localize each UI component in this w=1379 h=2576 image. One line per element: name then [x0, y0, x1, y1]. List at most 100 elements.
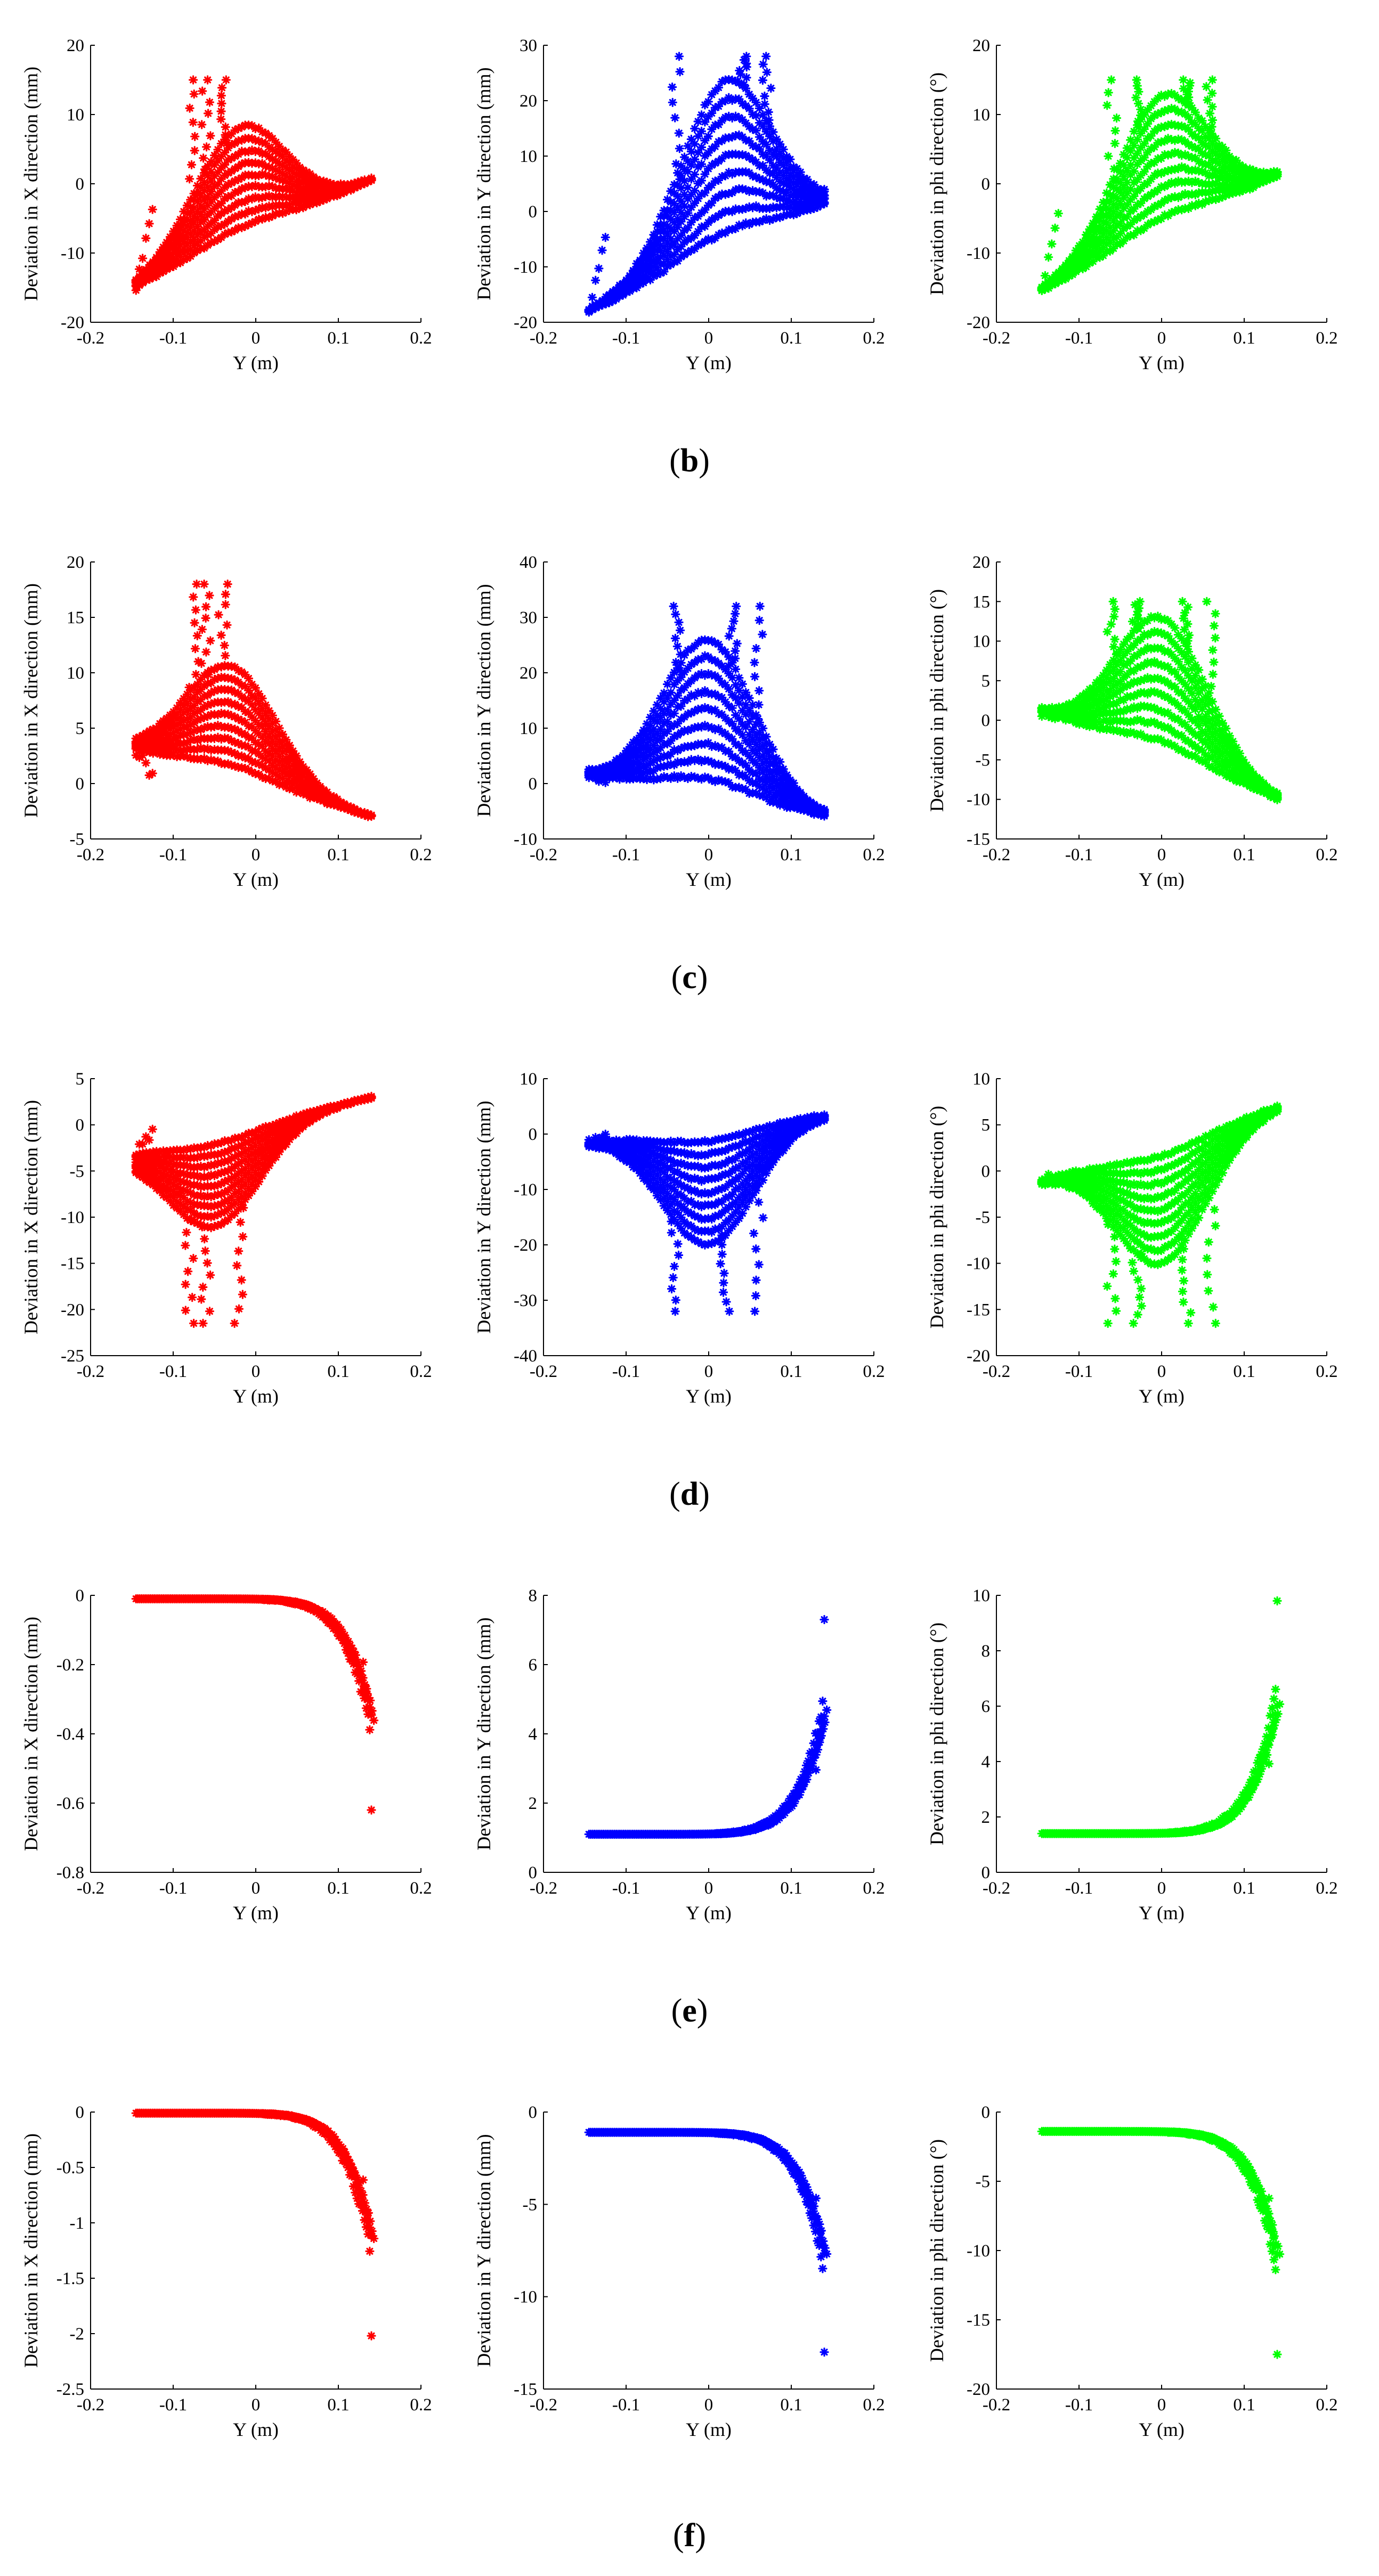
data-point — [201, 647, 211, 657]
data-point — [1109, 226, 1118, 235]
data-point — [247, 757, 257, 767]
data-point — [1160, 122, 1170, 132]
data-point — [693, 688, 703, 697]
data-point — [717, 761, 727, 770]
data-point — [720, 713, 730, 723]
data-point — [696, 159, 707, 169]
data-point — [675, 174, 685, 184]
data-point — [741, 84, 751, 93]
data-point — [250, 693, 260, 703]
data-point — [230, 125, 240, 135]
data-point — [144, 219, 154, 229]
data-point — [237, 729, 247, 738]
data-point — [1102, 226, 1112, 235]
data-point — [1081, 721, 1091, 730]
data-point — [744, 186, 754, 197]
data-point — [261, 203, 271, 213]
data-point — [717, 645, 727, 655]
x-axis-title: Y (m) — [1139, 869, 1185, 890]
data-point — [820, 804, 829, 814]
data-point — [261, 138, 271, 148]
y-tick-label: -15 — [967, 830, 990, 849]
data-point — [710, 158, 720, 168]
data-point — [188, 1292, 197, 1302]
data-point — [148, 257, 158, 267]
data-point — [278, 191, 288, 201]
data-point — [1200, 197, 1211, 207]
data-point — [778, 153, 788, 163]
data-point — [700, 651, 710, 661]
data-point — [152, 736, 161, 746]
data-point — [761, 778, 771, 787]
data-point — [744, 739, 754, 749]
data-point — [686, 659, 696, 670]
data-point — [686, 217, 696, 227]
data-point — [250, 181, 260, 190]
data-point — [679, 176, 690, 186]
data-point — [1156, 108, 1166, 118]
data-point — [223, 143, 233, 153]
data-point — [1194, 665, 1204, 675]
data-point — [247, 121, 257, 131]
data-point — [1224, 171, 1234, 181]
data-point — [1126, 135, 1135, 145]
data-point — [1146, 218, 1156, 227]
data-point — [1095, 235, 1105, 244]
data-point — [182, 706, 192, 716]
data-point — [710, 86, 720, 96]
data-point — [693, 226, 703, 237]
data-point — [768, 169, 778, 178]
data-point — [755, 744, 764, 754]
data-point — [1197, 159, 1207, 168]
data-point — [727, 673, 737, 682]
data-point — [1190, 108, 1200, 117]
data-point — [673, 244, 683, 255]
data-point — [720, 647, 730, 657]
x-tick-label: 0.1 — [1233, 329, 1255, 348]
data-point — [192, 707, 202, 716]
data-point — [1202, 597, 1212, 606]
data-point — [190, 644, 200, 654]
data-point — [713, 724, 724, 733]
data-point — [1106, 619, 1116, 629]
data-point — [700, 151, 710, 161]
x-tick-label: -0.2 — [77, 329, 104, 348]
data-point — [755, 601, 765, 611]
data-point — [1272, 167, 1282, 177]
data-point — [267, 154, 277, 164]
data-point — [755, 774, 764, 784]
data-point — [1115, 178, 1125, 188]
data-point — [1166, 208, 1177, 217]
data-point — [291, 169, 301, 180]
data-point — [1183, 636, 1193, 646]
data-point — [1224, 151, 1234, 161]
data-point — [1221, 163, 1231, 173]
data-point — [778, 764, 788, 774]
data-point — [196, 714, 206, 724]
data-point — [768, 180, 778, 190]
data-point — [148, 769, 157, 778]
data-point — [713, 101, 724, 111]
x-tick-label: 0 — [252, 1362, 261, 1381]
data-point — [732, 639, 742, 648]
data-point — [1109, 207, 1118, 217]
data-point — [186, 728, 196, 737]
data-point — [1098, 243, 1108, 252]
data-point — [1146, 190, 1156, 199]
data-point — [199, 215, 209, 225]
data-point — [175, 231, 185, 241]
data-point — [731, 609, 740, 618]
data-point — [690, 741, 700, 751]
data-point — [182, 228, 192, 238]
data-point — [724, 778, 734, 787]
data-point — [635, 272, 645, 282]
data-point — [727, 719, 737, 729]
data-point — [1163, 194, 1173, 203]
data-point — [755, 686, 764, 696]
data-point — [768, 777, 778, 786]
data-point — [703, 234, 713, 244]
y-tick-label: -10 — [61, 1208, 84, 1227]
y-tick-label: 30 — [520, 36, 537, 55]
data-point — [1180, 95, 1190, 105]
data-point — [278, 729, 288, 739]
